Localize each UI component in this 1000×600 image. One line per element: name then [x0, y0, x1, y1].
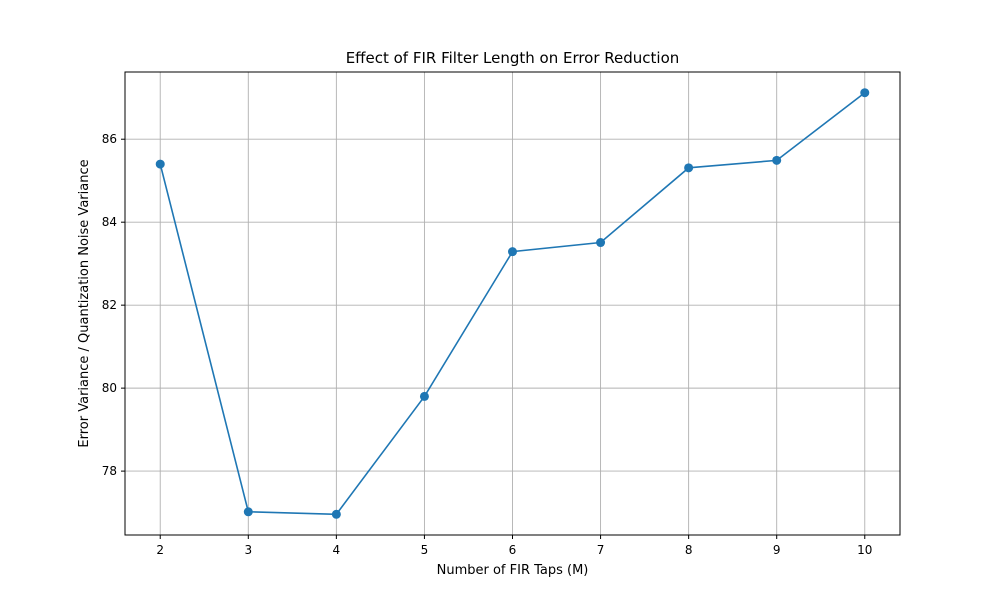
x-tick-label: 9: [773, 543, 781, 557]
x-tick-label: 3: [244, 543, 252, 557]
data-point: [419, 391, 429, 401]
y-tick-label: 86: [102, 132, 117, 146]
data-point: [331, 509, 341, 519]
data-point: [596, 238, 606, 248]
data-point: [772, 155, 782, 165]
data-point: [684, 163, 694, 173]
y-axis-label: Error Variance / Quantization Noise Vari…: [77, 159, 92, 447]
data-point: [155, 159, 165, 169]
data-point: [508, 247, 517, 257]
x-tick-label: 10: [857, 543, 872, 557]
x-axis-ticks: 2 3 4 5 6 7 8 9 10: [156, 535, 872, 557]
x-tick-label: 6: [509, 543, 517, 557]
data-point: [860, 88, 870, 98]
x-axis-label: Number of FIR Taps (M): [437, 563, 589, 578]
grid: [125, 72, 900, 535]
x-tick-label: 7: [597, 543, 605, 557]
x-tick-label: 4: [333, 543, 341, 557]
chart-title: Effect of FIR Filter Length on Error Red…: [346, 49, 680, 67]
x-tick-label: 8: [685, 543, 693, 557]
y-axis-ticks: 78 80 82 84 86: [102, 132, 125, 478]
data-point: [243, 507, 253, 517]
y-tick-label: 82: [102, 298, 117, 312]
x-tick-label: 5: [421, 543, 429, 557]
x-tick-label: 2: [156, 543, 164, 557]
y-tick-label: 80: [102, 381, 117, 395]
y-tick-label: 78: [102, 464, 117, 478]
y-tick-label: 84: [102, 215, 117, 229]
data-series: [155, 88, 870, 519]
